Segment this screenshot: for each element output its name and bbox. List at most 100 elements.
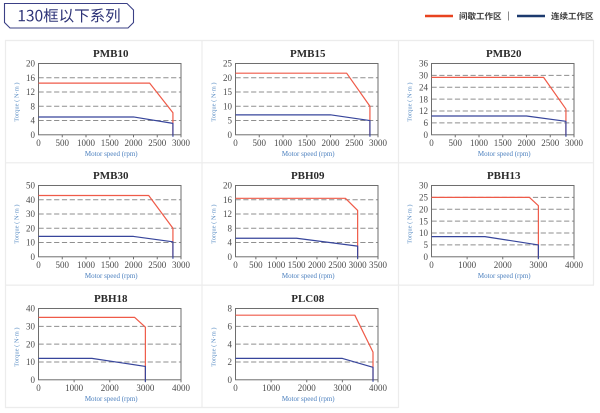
svg-text:20: 20 (26, 59, 35, 69)
svg-text:2000: 2000 (494, 260, 512, 270)
svg-text:Torque ( N·m ): Torque ( N·m ) (406, 205, 413, 244)
svg-text:2500: 2500 (148, 260, 166, 270)
svg-text:500: 500 (249, 260, 263, 270)
svg-text:4000: 4000 (369, 382, 387, 392)
svg-text:Torque ( N·m ): Torque ( N·m ) (210, 205, 217, 244)
svg-text:PMB20: PMB20 (486, 48, 522, 60)
svg-text:20: 20 (223, 181, 232, 191)
svg-text:1500: 1500 (297, 138, 315, 148)
svg-text:10: 10 (26, 357, 35, 367)
svg-text:18: 18 (419, 94, 428, 104)
svg-text:PMB10: PMB10 (93, 48, 129, 60)
svg-text:Motor speed (rpm): Motor speed (rpm) (85, 395, 138, 403)
svg-text:12: 12 (419, 106, 428, 116)
svg-text:36: 36 (419, 59, 428, 69)
svg-text:0: 0 (31, 375, 36, 385)
svg-text:Motor speed (rpm): Motor speed (rpm) (85, 272, 138, 280)
svg-text:1500: 1500 (494, 138, 512, 148)
svg-text:Motor speed (rpm): Motor speed (rpm) (281, 150, 334, 158)
svg-text:0: 0 (429, 260, 434, 270)
svg-text:0: 0 (227, 252, 232, 262)
svg-text:0: 0 (233, 138, 238, 148)
svg-text:2000: 2000 (297, 382, 315, 392)
svg-text:500: 500 (56, 260, 70, 270)
svg-text:PBH13: PBH13 (487, 170, 521, 182)
svg-text:0: 0 (429, 138, 434, 148)
svg-text:Motor speed (rpm): Motor speed (rpm) (478, 150, 531, 158)
svg-text:1000: 1000 (262, 382, 280, 392)
svg-text:16: 16 (223, 195, 232, 205)
svg-text:0: 0 (227, 375, 232, 385)
svg-text:1500: 1500 (287, 260, 305, 270)
svg-text:Torque ( N·m ): Torque ( N·m ) (13, 327, 20, 366)
svg-text:30: 30 (419, 71, 428, 81)
svg-text:3000: 3000 (172, 260, 190, 270)
svg-text:0: 0 (227, 130, 232, 140)
svg-text:3000: 3000 (348, 260, 366, 270)
svg-text:500: 500 (252, 138, 266, 148)
svg-text:2000: 2000 (125, 260, 143, 270)
svg-text:10: 10 (419, 229, 428, 239)
svg-text:6: 6 (227, 321, 232, 331)
svg-text:0: 0 (36, 138, 41, 148)
svg-text:25: 25 (223, 59, 232, 69)
svg-text:30: 30 (26, 210, 35, 220)
svg-text:2: 2 (227, 357, 232, 367)
svg-text:PLC08: PLC08 (291, 293, 324, 305)
svg-text:20: 20 (223, 73, 232, 83)
svg-text:4: 4 (227, 339, 232, 349)
svg-text:8: 8 (227, 303, 232, 313)
svg-text:3000: 3000 (333, 382, 351, 392)
svg-text:PBH09: PBH09 (290, 170, 324, 182)
svg-text:1000: 1000 (267, 260, 285, 270)
svg-text:Torque ( N·m ): Torque ( N·m ) (210, 82, 217, 121)
svg-text:4: 4 (227, 238, 232, 248)
svg-text:PMB15: PMB15 (290, 48, 326, 60)
svg-text:8: 8 (227, 224, 232, 234)
svg-text:15: 15 (223, 87, 232, 97)
svg-text:3000: 3000 (565, 138, 583, 148)
svg-text:2000: 2000 (101, 382, 119, 392)
svg-text:40: 40 (26, 303, 35, 313)
svg-text:3500: 3500 (369, 260, 387, 270)
svg-text:10: 10 (223, 101, 232, 111)
svg-text:5: 5 (424, 240, 429, 250)
svg-text:50: 50 (26, 181, 35, 191)
svg-text:Torque ( N·m ): Torque ( N·m ) (13, 205, 20, 244)
svg-text:500: 500 (449, 138, 463, 148)
svg-text:Motor speed (rpm): Motor speed (rpm) (85, 150, 138, 158)
svg-text:0: 0 (424, 252, 429, 262)
svg-text:3000: 3000 (529, 260, 547, 270)
svg-text:0: 0 (36, 382, 41, 392)
svg-text:1500: 1500 (101, 260, 119, 270)
svg-text:PBH18: PBH18 (94, 293, 128, 305)
svg-text:Torque ( N·m ): Torque ( N·m ) (210, 327, 217, 366)
svg-text:15: 15 (419, 217, 428, 227)
svg-text:1000: 1000 (274, 138, 292, 148)
svg-text:Torque ( N·m ): Torque ( N·m ) (13, 82, 20, 121)
svg-text:Torque ( N·m ): Torque ( N·m ) (406, 82, 413, 121)
svg-text:Motor speed (rpm): Motor speed (rpm) (281, 272, 334, 280)
svg-text:20: 20 (26, 339, 35, 349)
svg-text:2000: 2000 (321, 138, 339, 148)
svg-text:0: 0 (233, 382, 238, 392)
svg-text:2500: 2500 (328, 260, 346, 270)
svg-text:2500: 2500 (148, 138, 166, 148)
svg-text:2500: 2500 (541, 138, 559, 148)
svg-text:1500: 1500 (101, 138, 119, 148)
svg-text:6: 6 (424, 118, 429, 128)
svg-text:2000: 2000 (125, 138, 143, 148)
svg-text:3000: 3000 (369, 138, 387, 148)
svg-text:2000: 2000 (307, 260, 325, 270)
svg-text:500: 500 (56, 138, 70, 148)
svg-text:4000: 4000 (172, 382, 190, 392)
svg-text:20: 20 (26, 224, 35, 234)
svg-text:4000: 4000 (565, 260, 583, 270)
svg-text:40: 40 (26, 195, 35, 205)
svg-text:12: 12 (26, 87, 35, 97)
svg-text:12: 12 (223, 210, 232, 220)
svg-text:0: 0 (36, 260, 41, 270)
svg-text:10: 10 (26, 238, 35, 248)
svg-text:Motor speed (rpm): Motor speed (rpm) (478, 272, 531, 280)
svg-text:1000: 1000 (458, 260, 476, 270)
